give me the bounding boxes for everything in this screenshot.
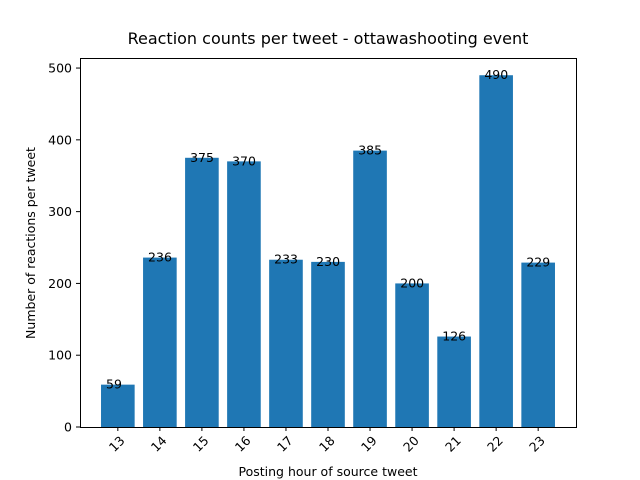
data-label-14: 236: [148, 250, 172, 265]
x-axis-label: Posting hour of source tweet: [239, 464, 418, 479]
bar-19: [353, 150, 387, 427]
data-labels-group: 59 236 375 370 233 230 385 200 126 490 229: [106, 67, 550, 391]
data-label-22: 490: [484, 67, 508, 82]
bar-15: [185, 157, 219, 427]
bars-group: [101, 75, 555, 428]
bar-20: [395, 283, 429, 427]
bar-14: [143, 257, 177, 427]
bar-17: [269, 259, 303, 427]
y-axis-label: Number of reactions per tweet: [23, 147, 38, 339]
bar-13: [101, 384, 135, 427]
bar-18: [311, 261, 345, 427]
data-label-16: 370: [232, 153, 256, 168]
data-label-20: 200: [400, 275, 424, 290]
bar-21: [437, 336, 471, 427]
y-tick-label-300: 300: [48, 204, 72, 219]
y-axis-ticks: 0 100 200 300 400 500: [48, 61, 80, 435]
y-tick-label-200: 200: [48, 276, 72, 291]
chart-title: Reaction counts per tweet - ottawashooti…: [128, 29, 529, 48]
data-label-19: 385: [358, 143, 382, 158]
data-label-13: 59: [106, 377, 122, 392]
y-tick-label-0: 0: [64, 420, 72, 435]
bar-22: [479, 75, 513, 428]
bar-23: [521, 262, 555, 427]
data-label-15: 375: [190, 150, 214, 165]
y-tick-label-100: 100: [48, 348, 72, 363]
data-label-23: 229: [526, 255, 550, 270]
bar-16: [227, 161, 261, 427]
plot-frame: [80, 58, 577, 428]
y-tick-label-400: 400: [48, 132, 72, 147]
data-label-21: 126: [442, 329, 466, 344]
data-label-18: 230: [316, 254, 340, 269]
y-tick-label-500: 500: [48, 61, 72, 76]
data-label-17: 233: [274, 252, 298, 267]
